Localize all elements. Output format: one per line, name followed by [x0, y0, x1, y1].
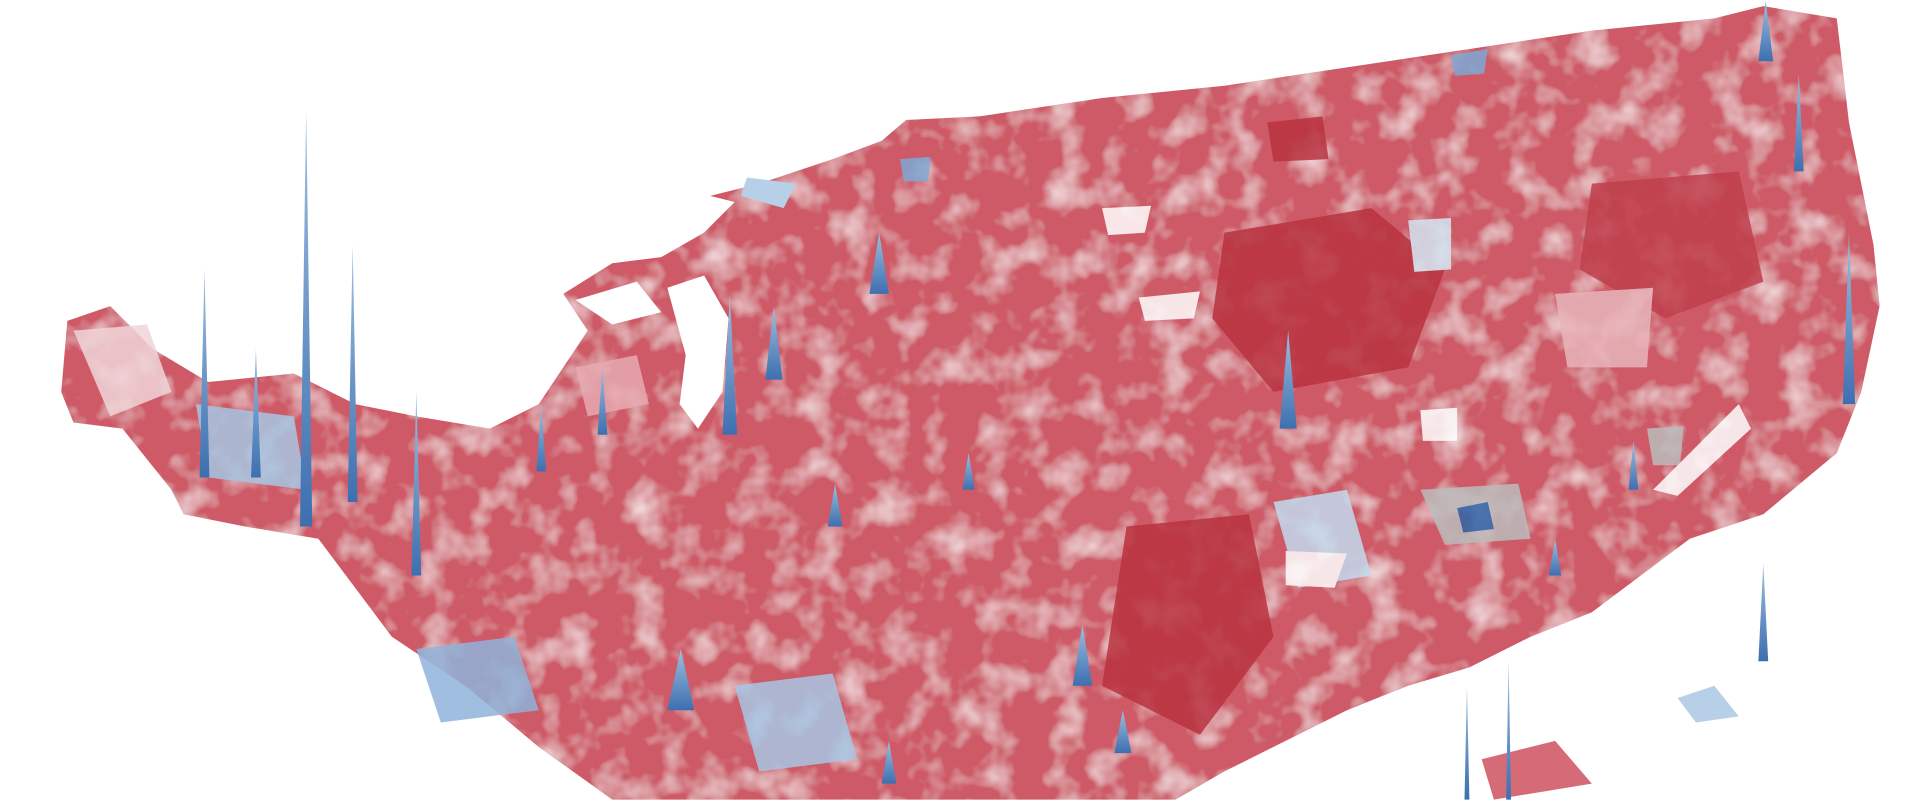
patch	[1212, 208, 1445, 392]
patch	[1102, 514, 1274, 735]
island	[740, 177, 796, 209]
patch	[1579, 171, 1764, 319]
spike	[1628, 440, 1639, 490]
spike	[300, 110, 313, 527]
patch	[195, 404, 307, 490]
spike	[1758, 563, 1769, 662]
patch	[1285, 551, 1347, 588]
patch	[1420, 407, 1458, 441]
spike	[597, 367, 608, 435]
spike	[869, 232, 889, 294]
patch	[900, 156, 931, 182]
spike	[722, 293, 738, 435]
spike	[962, 453, 975, 490]
spike	[1114, 710, 1132, 754]
spike	[411, 391, 422, 576]
spike	[199, 269, 210, 478]
patch	[1555, 287, 1654, 368]
patch	[73, 324, 172, 417]
lake	[667, 275, 729, 429]
spike	[536, 404, 547, 472]
island	[1481, 740, 1592, 800]
spike	[765, 306, 783, 380]
spike	[347, 244, 358, 503]
spike	[1758, 0, 1774, 62]
spike	[827, 483, 843, 527]
spike	[881, 740, 897, 784]
spike	[1842, 232, 1856, 405]
spike	[1793, 73, 1804, 172]
spike	[1464, 685, 1470, 800]
patch	[1408, 217, 1452, 272]
spike	[1072, 624, 1093, 686]
island	[1677, 685, 1739, 723]
patch	[1138, 291, 1201, 321]
patch	[1653, 404, 1752, 496]
map	[61, 0, 1880, 800]
patch	[1267, 116, 1329, 162]
spike	[1279, 330, 1297, 429]
patch	[1102, 205, 1152, 236]
patch	[734, 673, 858, 772]
population-spikes	[199, 0, 1856, 800]
patch	[1451, 48, 1488, 76]
country-shape	[61, 6, 1880, 800]
spike	[1506, 661, 1512, 800]
patch	[416, 636, 539, 723]
region-patches	[73, 48, 1764, 772]
spike	[251, 348, 261, 478]
spike	[1548, 538, 1562, 576]
patch	[1646, 426, 1684, 466]
lake	[575, 281, 662, 325]
patch	[575, 355, 649, 417]
spike	[667, 648, 695, 711]
patch	[1457, 502, 1494, 533]
